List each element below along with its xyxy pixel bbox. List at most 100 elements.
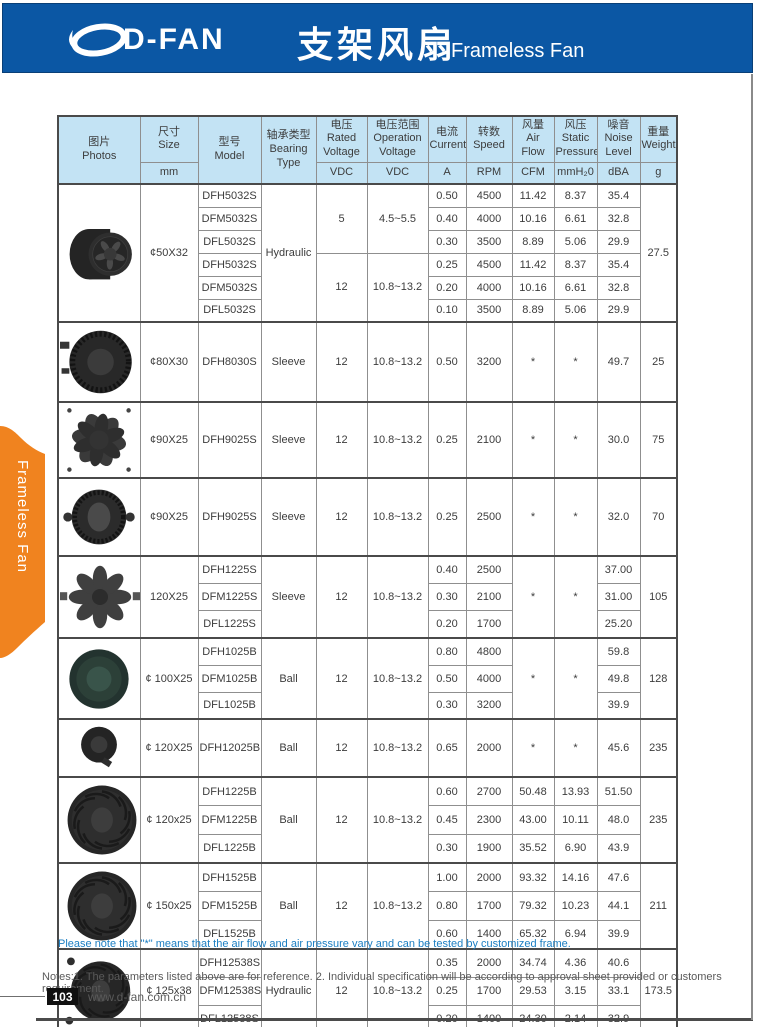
cell-current: 0.50 xyxy=(427,183,467,208)
cell-photo photo-cell xyxy=(57,637,141,720)
cell-speed: 4000 xyxy=(465,275,513,300)
cell-speed: 2100 xyxy=(465,401,513,479)
cell-air-flow: * xyxy=(511,718,555,778)
cell-noise-level: 25.20 xyxy=(596,610,641,639)
cell-air-flow: 50.48 xyxy=(511,776,555,807)
cell-operation-voltage: 10.8~13.2 xyxy=(366,321,429,403)
footer-tick-line xyxy=(0,996,45,997)
cell-speed: 4800 xyxy=(465,637,513,666)
cell-speed: 2000 xyxy=(465,862,513,893)
cell-current: 0.80 xyxy=(427,891,467,921)
cell-rated-voltage: 12 xyxy=(315,776,368,864)
cell-air-flow: 11.42 xyxy=(511,252,555,277)
cell-noise-level: 35.4 xyxy=(596,183,641,208)
cell-air-flow: 34.74 xyxy=(511,948,555,978)
cell-air-flow: 79.32 xyxy=(511,891,555,921)
cell-photo photo-cell xyxy=(57,776,141,864)
cell-air-flow: 93.32 xyxy=(511,862,555,893)
cell-air-flow: 8.89 xyxy=(511,229,555,254)
cell-air-flow: 35.52 xyxy=(511,833,555,864)
cell-bearing-type: Ball xyxy=(260,776,317,864)
table-row: DFM1225B 0.45 2300 43.00 10.11 48.0 xyxy=(58,805,677,835)
cell-static-pressure: 5.06 xyxy=(553,229,598,254)
cell-air-flow: * xyxy=(511,477,555,557)
col-header-model: 型号 Model xyxy=(197,115,262,185)
cell-noise-level: 29.9 xyxy=(596,229,641,254)
cell-speed: 1700 xyxy=(465,610,513,639)
cell-model: DFH5032S xyxy=(197,252,262,277)
cell-model: DFH1225S xyxy=(197,554,262,584)
cell-model: DFL5032S xyxy=(197,298,262,323)
cell-photo photo-cell xyxy=(57,948,141,1027)
cell-speed: 3200 xyxy=(465,691,513,720)
cell-operation-voltage: 10.8~13.2 xyxy=(366,948,429,1027)
col-header-speed: 转数 Speed xyxy=(465,115,513,163)
cell-air-flow: 8.89 xyxy=(511,298,555,323)
cell-current: 0.40 xyxy=(427,206,467,231)
cell-operation-voltage: 4.5~5.5 xyxy=(366,183,429,254)
brand-logo: D-FAN xyxy=(63,18,225,62)
cell-static-pressure: 2.14 xyxy=(553,1004,598,1027)
cell-static-pressure: 13.93 xyxy=(553,776,598,807)
six-blade-fan-photo xyxy=(67,408,132,472)
cell-weight: 75 xyxy=(639,401,678,479)
cell-current: 0.50 xyxy=(427,321,467,403)
cell-size: ¢ 120x25 xyxy=(139,776,199,864)
side-tab-label: Frameless Fan xyxy=(14,460,31,574)
cell-model: DFH9025S xyxy=(197,401,262,479)
cell-noise-level: 35.4 xyxy=(596,252,641,277)
col-unit-weight: g xyxy=(639,161,678,185)
cell-rated-voltage: 12 xyxy=(315,862,368,950)
side-tab-frameless-fan: Frameless Fan xyxy=(0,424,45,660)
cell-current: 0.20 xyxy=(427,1004,467,1027)
cell-current: 0.25 xyxy=(427,477,467,557)
cell-static-pressure: * xyxy=(553,321,598,403)
cell-speed: 4500 xyxy=(465,252,513,277)
cell-photo photo-cell xyxy=(57,183,141,323)
col-unit-current: A xyxy=(427,161,467,185)
small-round-fan-photo xyxy=(81,726,118,768)
table-row: ¢50X32 DFH5032S Hydraulic 5 4.5~5.5 0.50 4500 1… xyxy=(57,183,678,323)
cell-model: DFH1525B xyxy=(197,862,262,893)
table-row: DFM1525B 0.80 1700 79.32 10.23 44.1 xyxy=(58,891,677,921)
cell-speed: 1900 xyxy=(465,833,513,864)
cell-noise-level: 32.0 xyxy=(596,477,641,557)
cell-operation-voltage: 10.8~13.2 xyxy=(366,637,429,720)
cell-air-flow: 10.16 xyxy=(511,275,555,300)
cell-photo photo-cell xyxy=(57,555,141,639)
cell-operation-voltage: 10.8~13.2 xyxy=(366,862,429,950)
cell-noise-level: 48.0 xyxy=(596,805,641,835)
cell-weight: 235 xyxy=(639,718,678,778)
cell-operation-voltage: 10.8~13.2 xyxy=(366,252,429,323)
cell-static-pressure: * xyxy=(553,637,598,720)
col-unit-air-flow: CFM xyxy=(511,161,555,185)
cell-rated-voltage: 12 xyxy=(315,401,368,479)
cell-noise-level: 59.8 xyxy=(596,637,641,666)
cell-air-flow: * xyxy=(511,321,555,403)
cell-air-flow: * xyxy=(511,401,555,479)
cell-current: 0.30 xyxy=(427,691,467,720)
cell-current: 0.10 xyxy=(427,298,467,323)
cell-air-flow: 43.00 xyxy=(511,805,555,835)
table-row: DFM5032S 0.40 4000 10.16 6.61 32.8 xyxy=(58,206,677,231)
cell-noise-level: 39.9 xyxy=(596,691,641,720)
cell-model: DFH9025S xyxy=(197,477,262,557)
cell-noise-level: 49.7 xyxy=(596,321,641,403)
table-row: ¢ 120x25 DFH1225B Ball 12 10.8~13.2 0.60 2700 5… xyxy=(57,776,678,864)
cell-model: DFL1225S xyxy=(197,610,262,639)
cell-static-pressure: 14.16 xyxy=(553,862,598,893)
cell-current: 0.20 xyxy=(427,610,467,639)
cell-noise-level: 31.00 xyxy=(596,582,641,612)
cell-static-pressure: 10.23 xyxy=(553,891,598,921)
cell-noise-level: 47.6 xyxy=(596,862,641,893)
col-header-noise-level: 噪音 Noise Level xyxy=(596,115,641,163)
cell-noise-level: 37.00 xyxy=(596,554,641,584)
cell-noise-level: 40.6 xyxy=(596,948,641,978)
cell-rated-voltage: 12 xyxy=(315,948,368,1027)
page-title-english: Frameless Fan xyxy=(451,40,585,62)
cell-model: DFH1225B xyxy=(197,776,262,807)
spec-table: 图片 Photos 尺寸 Size 型号 Model 轴承类型 Bearing Type 电压 R… xyxy=(57,115,678,1027)
cell-photo photo-cell xyxy=(57,862,141,950)
cell-photo photo-cell xyxy=(57,477,141,557)
col-header-air-flow: 风量 Air Flow xyxy=(511,115,555,163)
